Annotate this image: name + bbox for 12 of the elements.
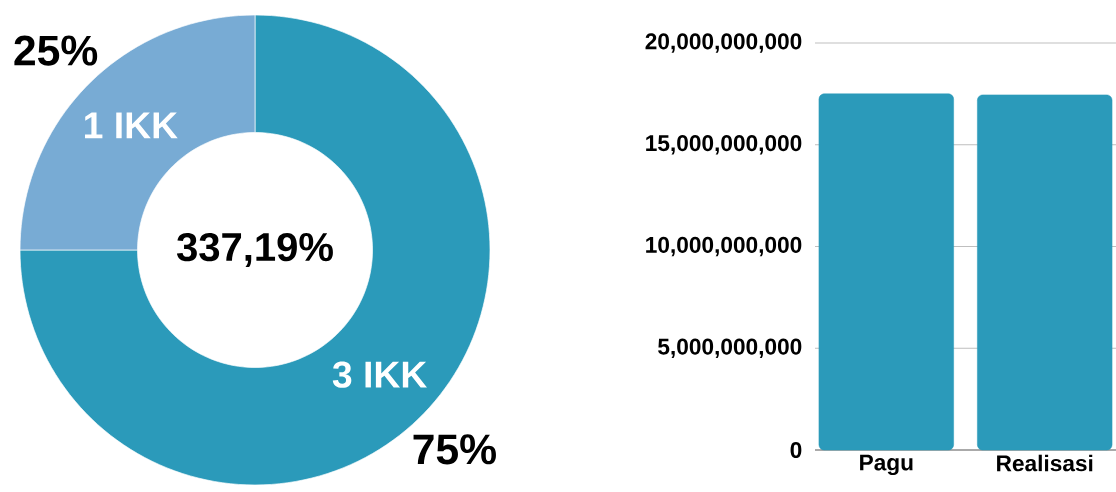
data-label: 25% bbox=[14, 35, 98, 66]
slice-label: 1 IKK bbox=[85, 112, 178, 139]
y-tick-label: 10,000,000,000 bbox=[646, 236, 802, 257]
x-tick-label: Pagu bbox=[860, 454, 913, 476]
y-tick-label: 15,000,000,000 bbox=[646, 135, 802, 155]
y-tick-label: 0 bbox=[790, 441, 802, 459]
y-tick-label: 20,000,000,000 bbox=[645, 33, 802, 53]
slice-label: 3 IKK bbox=[332, 361, 427, 388]
text: 337,19% bbox=[176, 232, 333, 268]
x-tick-label: Realisasi bbox=[997, 454, 1093, 472]
data-label: 75% bbox=[413, 434, 496, 465]
y-tick-label: 5,000,000,000 bbox=[658, 338, 802, 358]
